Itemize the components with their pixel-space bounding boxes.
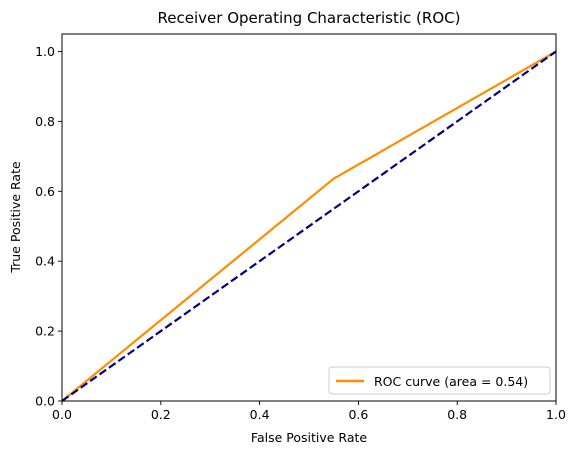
y-tick-label: 0.4 xyxy=(35,254,55,269)
x-tick-label: 0.0 xyxy=(52,407,72,422)
x-tick-label: 0.4 xyxy=(250,407,270,422)
x-axis-label: False Positive Rate xyxy=(251,430,367,445)
chart-title: Receiver Operating Characteristic (ROC) xyxy=(158,9,461,27)
y-tick-label: 0.2 xyxy=(35,324,55,339)
legend: ROC curve (area = 0.54) xyxy=(328,366,551,395)
x-tick-label: 0.8 xyxy=(447,407,467,422)
legend-box xyxy=(328,366,551,395)
y-axis-label: True Positive Rate xyxy=(8,161,23,274)
y-tick-label: 0.6 xyxy=(35,184,55,199)
y-tick-label: 0.0 xyxy=(35,394,55,409)
legend-label-roc-curve: ROC curve (area = 0.54) xyxy=(374,374,528,389)
roc-curve-line xyxy=(61,50,557,402)
plot-area-frame xyxy=(61,33,557,402)
x-tick-label: 0.6 xyxy=(348,407,368,422)
y-tick-label: 0.8 xyxy=(35,114,55,129)
x-tick-label: 0.2 xyxy=(151,407,171,422)
x-tick-label: 1.0 xyxy=(546,407,566,422)
chance-diagonal-line xyxy=(61,50,557,402)
plot-series xyxy=(61,50,557,402)
y-tick-label: 1.0 xyxy=(35,44,55,59)
y-axis-ticks: 0.0 0.2 0.4 0.6 0.8 1.0 xyxy=(35,44,62,409)
x-axis-ticks: 0.0 0.2 0.4 0.6 0.8 1.0 xyxy=(52,401,566,422)
